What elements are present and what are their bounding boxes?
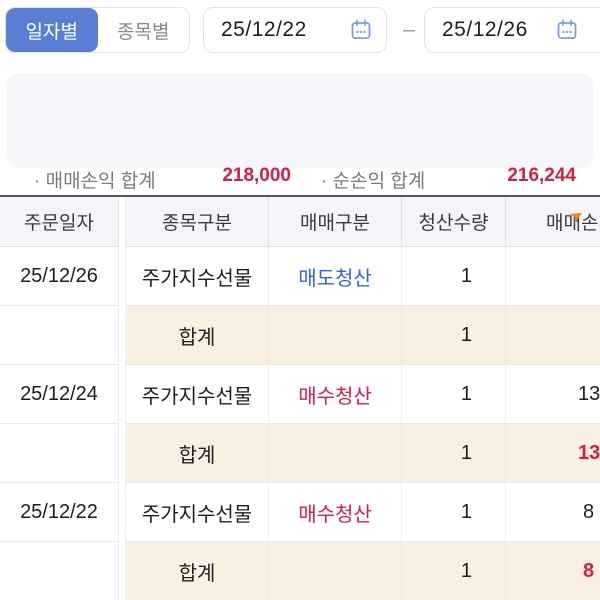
pnl-summary-panel: · 매매손익 합계 218,000 · 순손익 합계 216,244 · 청산수…	[7, 73, 593, 230]
cell-qty: 1	[402, 247, 506, 305]
col-header-qty: 청산수량	[402, 197, 506, 246]
cell-instrument: 주가지수선물	[126, 483, 269, 541]
cell-trade-type: 매수청산	[269, 365, 402, 423]
cell-instrument: 주가지수선물	[126, 247, 269, 305]
cell-trade-type	[269, 424, 402, 482]
col-header-instrument: 종목구분	[126, 197, 269, 246]
cell-pnl: 8	[583, 500, 595, 523]
cell-instrument: 합계	[126, 424, 269, 482]
date-range-separator: –	[403, 18, 415, 41]
cell-order-date: 25/12/26	[0, 247, 119, 306]
cell-order-date	[0, 306, 119, 365]
date-from-value: 25/12/22	[221, 18, 307, 41]
table-row[interactable]: 25/12/24 주가지수선물 매수청산 1 13	[0, 365, 600, 424]
col-header-order-date: 주문일자	[0, 197, 119, 247]
cell-order-date	[0, 542, 119, 600]
col-header-trade-type: 매매구분	[269, 197, 402, 246]
table-subtotal-row: 합계 1	[0, 306, 600, 365]
date-to-value: 25/12/26	[442, 18, 528, 41]
cell-trade-type	[269, 542, 402, 600]
cell-qty: 1	[402, 483, 506, 541]
summary-label-net-pnl: · 순손익 합계	[321, 171, 426, 192]
table-header-row: 주문일자 종목구분 매매구분 청산수량 매매손 ➤	[0, 197, 600, 247]
cell-pnl: 8	[583, 559, 595, 582]
summary-value-net-pnl: 216,244	[507, 165, 576, 186]
table-row[interactable]: 25/12/26 주가지수선물 매도청산 1	[0, 247, 600, 306]
cell-order-date	[0, 424, 119, 483]
cell-qty: 1	[402, 365, 506, 423]
cell-instrument: 합계	[126, 306, 269, 364]
date-to-input[interactable]: 25/12/26	[424, 7, 600, 53]
summary-label-trade-pnl: · 매매손익 합계	[34, 171, 156, 192]
cell-pnl: 13	[578, 382, 600, 405]
date-from-input[interactable]: 25/12/22	[203, 7, 387, 53]
cell-qty: 1	[402, 306, 506, 364]
tab-by-symbol[interactable]: 종목별	[117, 21, 170, 43]
cell-qty: 1	[402, 542, 506, 600]
table-row[interactable]: 25/12/22 주가지수선물 매수청산 1 8	[0, 483, 600, 542]
cell-order-date: 25/12/24	[0, 365, 119, 424]
cell-trade-type: 매도청산	[269, 247, 402, 305]
view-mode-tabs: 일자별 종목별	[5, 7, 190, 53]
cell-instrument: 합계	[126, 542, 269, 600]
calendar-icon[interactable]	[349, 18, 373, 42]
cell-order-date: 25/12/22	[0, 483, 119, 542]
table-subtotal-row: 합계 1 13	[0, 424, 600, 483]
col-header-pnl: 매매손	[546, 213, 599, 234]
cell-qty: 1	[402, 424, 506, 482]
cell-trade-type	[269, 306, 402, 364]
tab-by-date[interactable]: 일자별	[6, 8, 98, 52]
cell-pnl: 13	[578, 441, 600, 464]
cell-trade-type: 매수청산	[269, 483, 402, 541]
calendar-icon[interactable]	[555, 18, 579, 42]
table-subtotal-row: 합계 1 8	[0, 542, 600, 600]
cell-instrument: 주가지수선물	[126, 365, 269, 423]
results-table[interactable]: 주문일자 종목구분 매매구분 청산수량 매매손 ➤ 25/12/26 주가지수선…	[0, 195, 600, 600]
summary-value-trade-pnl: 218,000	[222, 165, 291, 186]
